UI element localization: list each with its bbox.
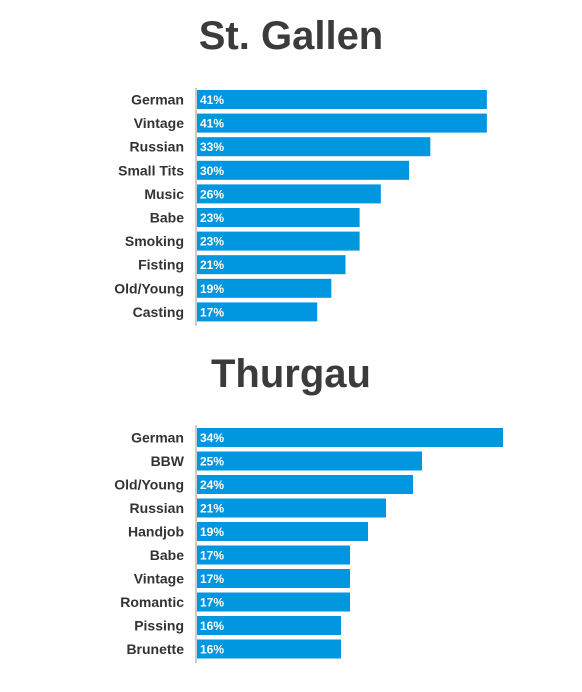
category-label: Casting xyxy=(133,304,184,320)
value-label: 17% xyxy=(200,572,224,586)
value-label: 23% xyxy=(200,235,224,249)
category-label: Russian xyxy=(130,139,184,155)
value-label: 19% xyxy=(200,282,224,296)
bar-st-gallen-music xyxy=(197,184,381,204)
value-label: 34% xyxy=(200,431,224,445)
category-label: Vintage xyxy=(134,115,185,131)
bar-thurgau-bbw xyxy=(197,451,422,471)
bar-st-gallen-fisting xyxy=(197,255,346,275)
bar-st-gallen-small-tits xyxy=(197,160,410,180)
value-label: 21% xyxy=(200,258,224,272)
category-label: Pissing xyxy=(134,618,184,634)
value-label: 24% xyxy=(200,478,224,492)
bar-thurgau-german xyxy=(197,428,503,447)
bar-st-gallen-babe xyxy=(197,208,360,227)
bar-st-gallen-vintage xyxy=(197,113,487,133)
value-label: 19% xyxy=(200,525,224,539)
category-label: Old/Young xyxy=(114,280,184,296)
value-label: 17% xyxy=(200,596,224,610)
category-label: Russian xyxy=(130,500,184,516)
bar-thurgau-old-young xyxy=(197,475,413,494)
value-label: 17% xyxy=(200,549,224,563)
category-label: Music xyxy=(144,186,184,202)
value-label: 17% xyxy=(200,305,224,319)
bar-chart-st-gallen: German 41% Vintage 41% Russian 33% Small Tits 3… xyxy=(114,88,487,326)
bar-st-gallen-russian xyxy=(197,137,431,157)
category-label: Old/Young xyxy=(114,477,184,493)
chart-title-st-gallen: St. Gallen xyxy=(198,14,384,58)
category-label: Smoking xyxy=(125,233,184,249)
value-label: 41% xyxy=(200,93,224,107)
category-label: Small Tits xyxy=(118,162,184,178)
value-label: 16% xyxy=(200,643,224,657)
category-label: Vintage xyxy=(134,571,185,587)
value-label: 30% xyxy=(200,164,224,178)
bar-thurgau-pissing xyxy=(197,616,341,635)
value-label: 21% xyxy=(200,502,224,516)
value-label: 41% xyxy=(200,117,224,131)
bar-thurgau-romantic xyxy=(197,592,350,612)
value-label: 33% xyxy=(200,140,224,154)
category-label: Babe xyxy=(150,210,184,226)
category-label: Romantic xyxy=(120,594,184,610)
bar-chart-thurgau: German 34% BBW 25% Old/Young 24% Russian 21% Han… xyxy=(114,425,503,663)
category-label: Fisting xyxy=(138,257,184,273)
bar-thurgau-handjob xyxy=(197,522,368,541)
value-label: 23% xyxy=(200,211,224,225)
bar-thurgau-babe xyxy=(197,545,350,565)
bar-thurgau-brunette xyxy=(197,639,341,659)
category-label: BBW xyxy=(151,453,185,469)
category-label: Brunette xyxy=(126,641,184,657)
category-label: German xyxy=(131,430,184,446)
bar-thurgau-vintage xyxy=(197,569,350,588)
bar-st-gallen-casting xyxy=(197,302,318,322)
category-label: Babe xyxy=(150,547,184,563)
value-label: 26% xyxy=(200,187,224,201)
bar-st-gallen-smoking xyxy=(197,231,360,251)
category-label: German xyxy=(131,92,184,108)
category-label: Handjob xyxy=(128,524,184,540)
value-label: 25% xyxy=(200,455,224,469)
bar-thurgau-russian xyxy=(197,498,386,518)
bar-st-gallen-german xyxy=(197,90,487,109)
value-label: 16% xyxy=(200,619,224,633)
bar-st-gallen-old-young xyxy=(197,278,332,298)
chart-title-thurgau: Thurgau xyxy=(211,352,371,396)
